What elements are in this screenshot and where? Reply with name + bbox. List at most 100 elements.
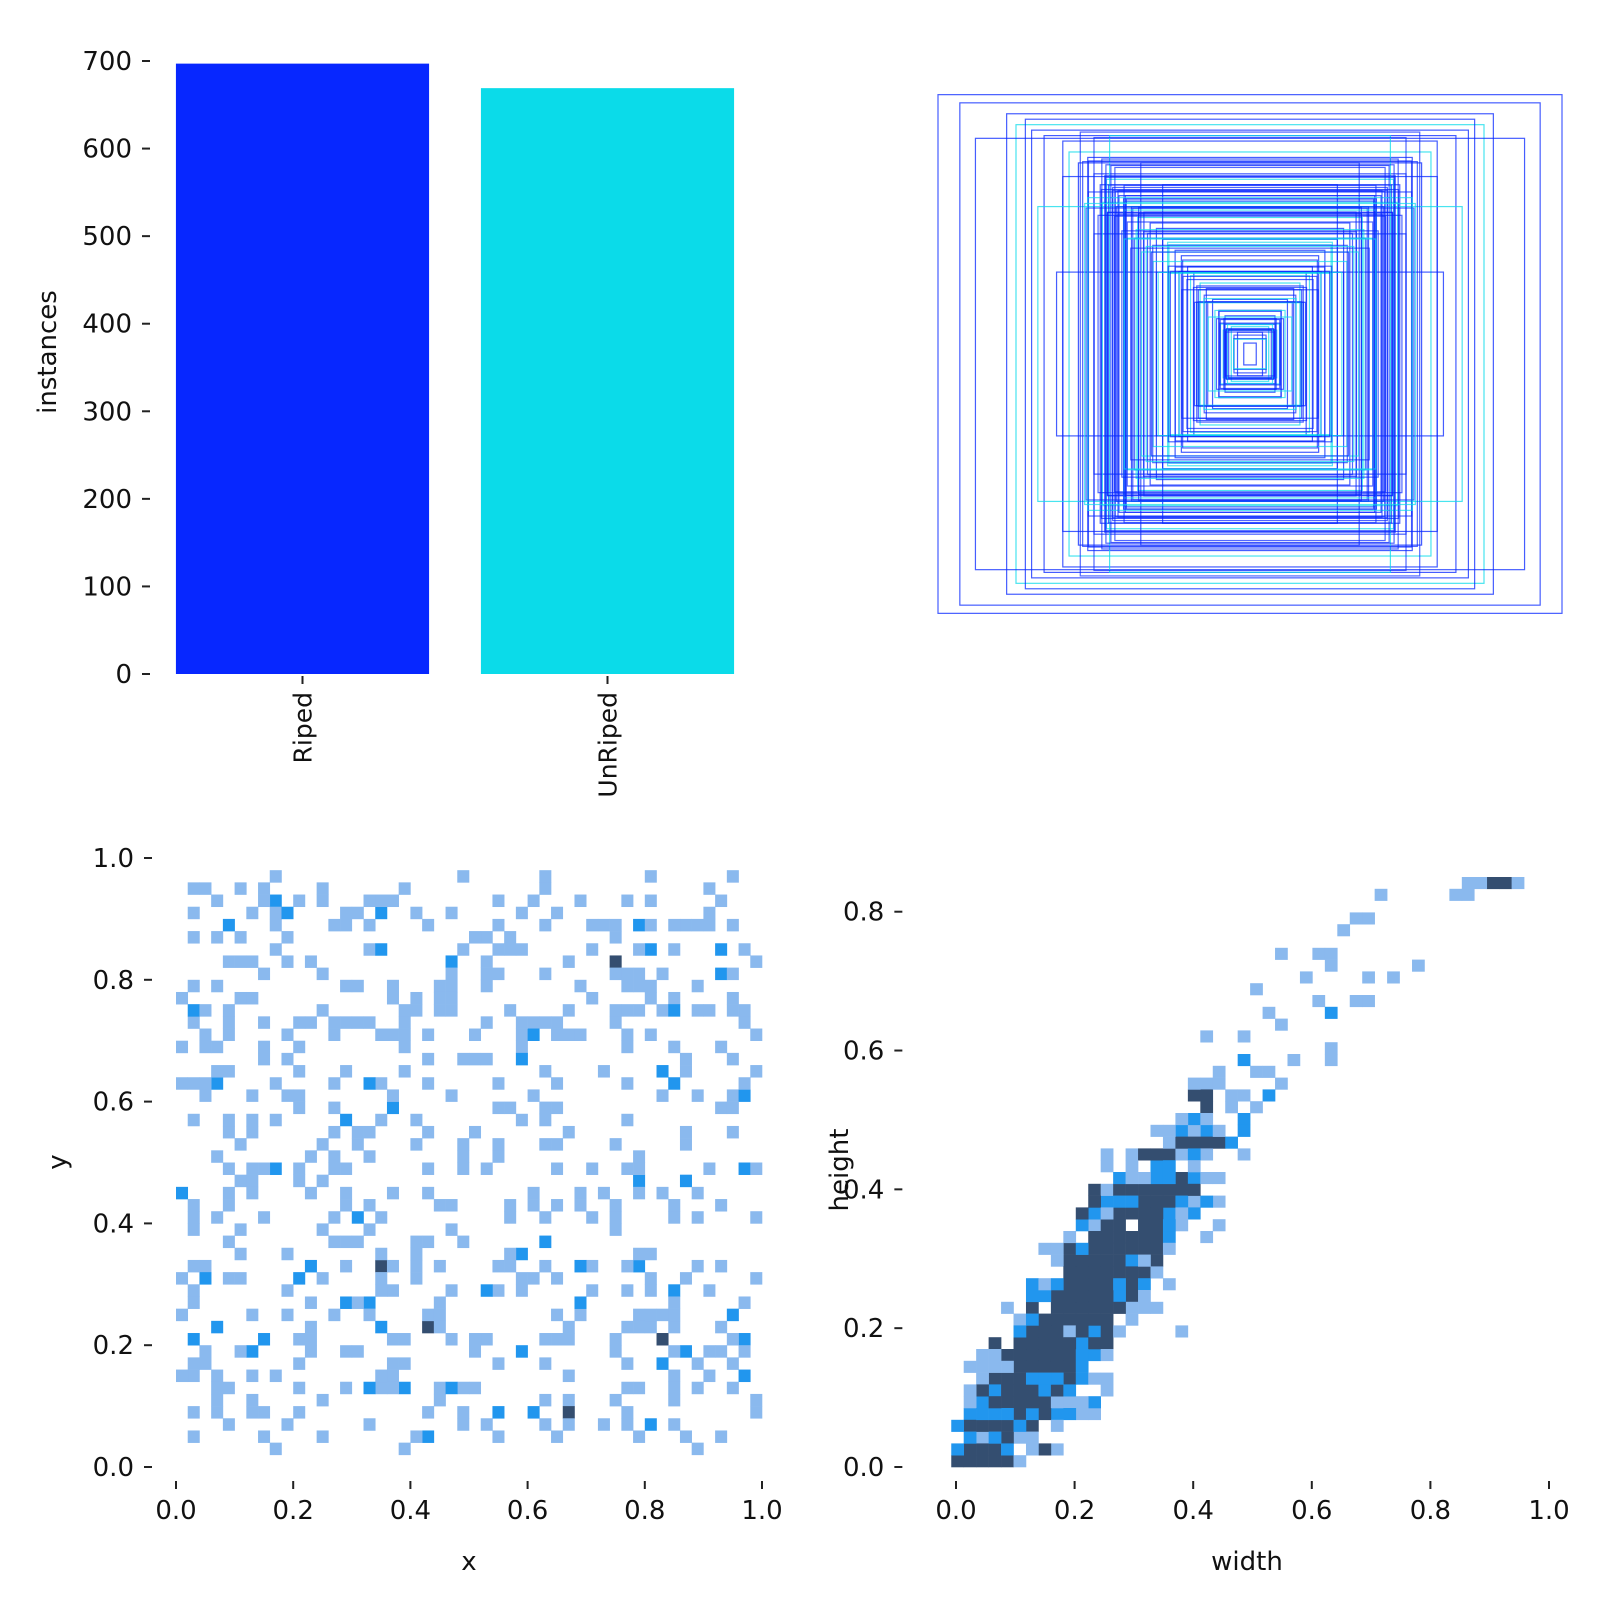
histogram-cell: [398, 1357, 411, 1370]
histogram-cell: [1262, 1089, 1276, 1102]
histogram-cell: [316, 1393, 329, 1407]
histogram-cell: [1075, 1219, 1089, 1232]
histogram-cell: [410, 906, 423, 920]
histogram-cell: [1038, 1242, 1052, 1255]
histogram-cell: [199, 1089, 212, 1102]
histogram-cell: [586, 1284, 599, 1297]
y-tick-label: 0.2: [843, 1314, 884, 1344]
histogram-cell: [1299, 971, 1313, 984]
histogram-cell: [492, 918, 505, 932]
histogram-cell: [750, 1211, 763, 1224]
histogram-cell: [539, 1101, 552, 1115]
histogram-cell: [738, 1162, 751, 1175]
histogram-cell: [386, 1333, 399, 1346]
histogram-cell: [691, 979, 704, 993]
histogram-cell: [1063, 1349, 1077, 1362]
histogram-cell: [527, 1089, 540, 1102]
bounding-box: [959, 102, 1541, 606]
histogram-cell: [293, 1381, 306, 1395]
histogram-cell: [293, 1333, 306, 1346]
histogram-cell: [398, 1333, 411, 1346]
histogram-cell: [1038, 1278, 1052, 1291]
histogram-cell: [187, 1284, 200, 1297]
histogram-cell: [1200, 1124, 1214, 1137]
histogram-cell: [457, 1406, 470, 1419]
histogram-cell: [715, 894, 728, 908]
histogram-cell: [679, 1125, 692, 1139]
histogram-cell: [469, 1052, 482, 1066]
histogram-cell: [246, 1125, 259, 1139]
histogram-cell: [715, 1101, 728, 1115]
histogram-cell: [492, 1101, 505, 1115]
x-tick-label: 0.6: [507, 1496, 548, 1526]
bounding-box: [1097, 214, 1403, 494]
histogram-cell: [258, 894, 271, 908]
histogram-cell: [715, 967, 728, 981]
bounding-box: [1110, 164, 1390, 544]
histogram-cell: [1125, 1313, 1139, 1326]
histogram-cell: [597, 1065, 610, 1078]
histogram-cell: [633, 1381, 646, 1395]
histogram-cell: [1088, 1313, 1101, 1326]
bounding-box: [1030, 129, 1469, 579]
histogram-cell: [988, 1349, 1002, 1362]
histogram-cell: [1349, 912, 1363, 925]
histogram-cell: [187, 1199, 200, 1212]
histogram-cell: [258, 882, 271, 895]
histogram-cell: [656, 1357, 669, 1370]
histogram-cell: [199, 1272, 212, 1285]
histogram-cell: [222, 1235, 235, 1249]
histogram-cell: [562, 1028, 575, 1041]
histogram-cell: [492, 894, 505, 908]
bounding-box: [1062, 175, 1438, 533]
histogram-cell: [375, 1113, 388, 1127]
bounding-box: [1024, 118, 1476, 590]
histogram-cell: [1187, 1089, 1201, 1102]
histogram-cell: [715, 1040, 728, 1054]
histogram-cell: [328, 1101, 341, 1115]
histogram-cell: [679, 1272, 692, 1285]
histogram-cell: [269, 943, 282, 956]
histogram-cell: [1063, 1254, 1077, 1267]
histogram-cell: [480, 1418, 493, 1431]
histogram-cell: [1038, 1443, 1052, 1456]
histogram-cell: [1113, 1172, 1126, 1185]
histogram-cell: [726, 1125, 739, 1139]
histogram-cell: [340, 1345, 353, 1358]
histogram-cell: [363, 1308, 376, 1322]
histogram-cell: [1150, 1266, 1164, 1279]
histogram-cell: [1013, 1325, 1027, 1338]
histogram-cell: [963, 1360, 977, 1373]
bounding-box: [1155, 271, 1345, 437]
histogram-cell: [1025, 1313, 1039, 1326]
histogram-cell: [1312, 995, 1326, 1008]
bounding-box: [1113, 215, 1387, 493]
x-tick-label: 1.0: [1528, 1496, 1569, 1526]
histogram-cell: [621, 1406, 634, 1419]
histogram-cell: [422, 1308, 435, 1322]
histogram-cell: [480, 931, 493, 944]
histogram-cell: [679, 1430, 692, 1443]
histogram-cell: [668, 1004, 681, 1017]
histogram-cell: [187, 1369, 200, 1383]
histogram-cell: [951, 1443, 965, 1456]
histogram-cell: [715, 1259, 728, 1273]
bounding-box: [1186, 278, 1314, 430]
histogram-cell: [1125, 1290, 1139, 1303]
histogram-cell: [410, 1138, 423, 1151]
bounding-box: [1152, 244, 1348, 464]
histogram-cell: [410, 1113, 423, 1127]
histogram-cell: [1511, 877, 1525, 890]
histogram-cell: [633, 1186, 646, 1200]
histogram-cell: [1237, 1113, 1251, 1126]
histogram-cell: [691, 1442, 704, 1456]
bounding-box: [1093, 136, 1407, 572]
histogram-cell: [1187, 1172, 1201, 1185]
histogram-cell: [726, 1089, 739, 1102]
histogram-cell: [492, 1406, 505, 1419]
histogram-cell: [1038, 1360, 1052, 1373]
y-tick-label: 0.8: [843, 898, 884, 928]
histogram-cell: [1250, 1065, 1263, 1078]
histogram-cell: [211, 1369, 224, 1383]
histogram-cell: [539, 1211, 552, 1224]
